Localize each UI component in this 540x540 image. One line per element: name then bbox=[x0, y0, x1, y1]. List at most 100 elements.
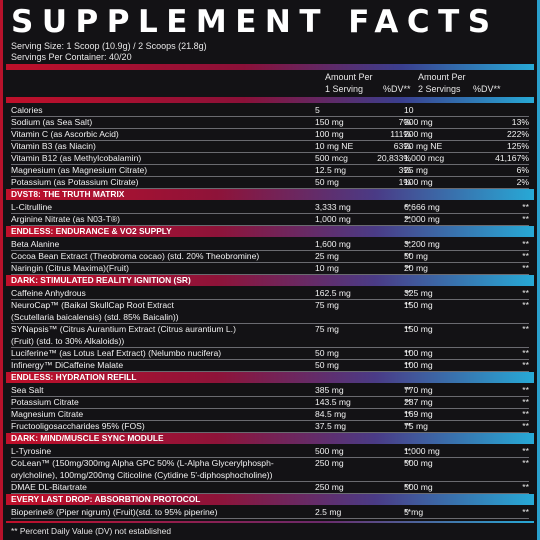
column-header-1-serving: 1 Serving bbox=[325, 84, 364, 94]
dv-2-servings: ** bbox=[522, 251, 529, 261]
row-divider bbox=[11, 188, 529, 189]
table-row: DMAE DL-Bitartrate 250 mg ** 500 mg ** bbox=[11, 481, 529, 493]
dv-1-serving: ** bbox=[404, 446, 411, 456]
table-row: NeuroCap™ (Baikal SkullCap Root Extract 7… bbox=[11, 299, 529, 323]
row-divider bbox=[11, 396, 529, 397]
footer-divider-bar bbox=[6, 521, 534, 523]
section-header: ENDLESS: HYDRATION REFILL bbox=[6, 372, 534, 383]
ingredient-name: NeuroCap™ (Baikal SkullCap Root Extract bbox=[11, 300, 174, 310]
row-divider bbox=[11, 128, 529, 129]
ingredient-name: Sea Salt bbox=[11, 385, 44, 395]
dv-1-serving: ** bbox=[404, 482, 411, 492]
column-header-amount-per-2: Amount Per bbox=[418, 72, 466, 82]
row-divider bbox=[11, 250, 529, 251]
amount-2-servings: 20 mg bbox=[404, 263, 428, 273]
row-divider bbox=[11, 457, 529, 458]
row-divider bbox=[11, 323, 529, 324]
table-row: Naringin (Citrus Maxima)(Fruit) 10 mg ** 20… bbox=[11, 262, 529, 274]
row-divider bbox=[11, 347, 529, 348]
dv-1-serving: ** bbox=[404, 421, 411, 431]
ingredient-name: Naringin (Citrus Maxima)(Fruit) bbox=[11, 263, 129, 273]
row-divider bbox=[11, 213, 529, 214]
dv-2-servings: ** bbox=[522, 446, 529, 456]
table-row: Sodium (as Sea Salt) 150 mg 7% 300 mg 13% bbox=[11, 116, 529, 128]
serving-size: Serving Size: 1 Scoop (10.9g) / 2 Scoops… bbox=[11, 41, 207, 51]
amount-2-servings: 500 mg bbox=[404, 458, 433, 468]
amount-1-serving: 250 mg bbox=[315, 482, 344, 492]
table-row: Calories 5 10 bbox=[11, 104, 529, 116]
ingredient-name: SYNapsis™ (Citrus Aurantium Extract (Cit… bbox=[11, 324, 236, 334]
ingredient-name-continued: (Scutellaria baicalensis) (std. 85% Baic… bbox=[11, 312, 179, 322]
dv-2-servings: 13% bbox=[511, 117, 529, 127]
dv-1-serving: ** bbox=[404, 348, 411, 358]
amount-2-servings: 10 bbox=[404, 105, 414, 115]
column-header-amount-per-1: Amount Per bbox=[325, 72, 373, 82]
header-divider-bar bbox=[6, 64, 534, 70]
amount-1-serving: 75 mg bbox=[315, 300, 339, 310]
ingredient-name: Potassium Citrate bbox=[11, 397, 79, 407]
dv-1-serving: ** bbox=[404, 397, 411, 407]
dv-2-servings: ** bbox=[522, 263, 529, 273]
amount-1-serving: 250 mg bbox=[315, 458, 344, 468]
dv-1-serving: ** bbox=[404, 458, 411, 468]
ingredient-name: Caffeine Anhydrous bbox=[11, 288, 86, 298]
row-divider bbox=[11, 299, 529, 300]
column-header-2-servings: 2 Servings bbox=[418, 84, 461, 94]
column-header-dv-2: %DV** bbox=[473, 84, 501, 94]
amount-1-serving: 2.5 mg bbox=[315, 507, 342, 517]
amount-2-servings: 75 mg bbox=[404, 421, 428, 431]
amount-2-servings: 5 mg bbox=[404, 507, 424, 517]
dv-1-serving: ** bbox=[404, 507, 411, 517]
row-divider bbox=[11, 359, 529, 360]
dv-2-servings: ** bbox=[522, 239, 529, 249]
amount-1-serving: 385 mg bbox=[315, 385, 344, 395]
dv-1-serving: ** bbox=[404, 263, 411, 273]
amount-1-serving: 37.5 mg bbox=[315, 421, 347, 431]
ingredient-name: L-Tyrosine bbox=[11, 446, 52, 456]
dv-1-serving: 3% bbox=[398, 165, 411, 175]
servings-per-container: Servings Per Container: 40/20 bbox=[11, 52, 132, 62]
table-row: Arginine Nitrate (as N03-T®) 1,000 mg ** 2,… bbox=[11, 213, 529, 225]
amount-1-serving: 143.5 mg bbox=[315, 397, 351, 407]
amount-2-servings: 25 mg bbox=[404, 165, 428, 175]
amount-1-serving: 150 mg bbox=[315, 117, 344, 127]
dv-2-servings: 41,167% bbox=[495, 153, 529, 163]
dv-1-serving: ** bbox=[404, 202, 411, 212]
amount-2-servings: 150 mg bbox=[404, 300, 433, 310]
amount-2-servings: 169 mg bbox=[404, 409, 433, 419]
dv-2-servings: 125% bbox=[507, 141, 529, 151]
ingredient-name: Fructooligosaccharides 95% (FOS) bbox=[11, 421, 145, 431]
table-row: Beta Alanine 1,600 mg ** 3,200 mg ** bbox=[11, 238, 529, 250]
table-row: CoLean™ (150mg/300mg Alpha GPC 50% (L-Al… bbox=[11, 457, 529, 481]
column-header-divider-bar bbox=[6, 97, 534, 103]
amount-2-servings: 500 mg bbox=[404, 482, 433, 492]
amount-1-serving: 25 mg bbox=[315, 251, 339, 261]
dv-2-servings: ** bbox=[522, 288, 529, 298]
dv-2-servings: ** bbox=[522, 214, 529, 224]
row-divider bbox=[11, 274, 529, 275]
amount-2-servings: 287 mg bbox=[404, 397, 433, 407]
amount-1-serving: 3,333 mg bbox=[315, 202, 351, 212]
column-header-dv-1: %DV** bbox=[383, 84, 411, 94]
dv-2-servings: ** bbox=[522, 397, 529, 407]
ingredient-name: Potassium (as Potassium Citrate) bbox=[11, 177, 139, 187]
amount-2-servings: 1,000 mg bbox=[404, 446, 440, 456]
dv-2-servings: ** bbox=[522, 324, 529, 334]
amount-1-serving: 84.5 mg bbox=[315, 409, 347, 419]
dv-1-serving: ** bbox=[404, 239, 411, 249]
dv-2-servings: 2% bbox=[516, 177, 529, 187]
amount-2-servings: 770 mg bbox=[404, 385, 433, 395]
amount-1-serving: 50 mg bbox=[315, 360, 339, 370]
ingredient-name-continued: (Fruit) (std. to 30% Alkaloids)) bbox=[11, 336, 125, 346]
amount-1-serving: 50 mg bbox=[315, 177, 339, 187]
dv-2-servings: 222% bbox=[507, 129, 529, 139]
table-row: Vitamin B12 (as Methylcobalamin) 500 mcg 2… bbox=[11, 152, 529, 164]
row-divider bbox=[11, 176, 529, 177]
ingredient-name: Calories bbox=[11, 105, 43, 115]
amount-2-servings: 100 mg bbox=[404, 348, 433, 358]
row-divider bbox=[11, 408, 529, 409]
section-header: DARK: STIMULATED REALITY IGNITION (SR) bbox=[6, 275, 534, 286]
table-row: Vitamin C (as Ascorbic Acid) 100 mg 111% 20… bbox=[11, 128, 529, 140]
table-row: Sea Salt 385 mg ** 770 mg ** bbox=[11, 384, 529, 396]
